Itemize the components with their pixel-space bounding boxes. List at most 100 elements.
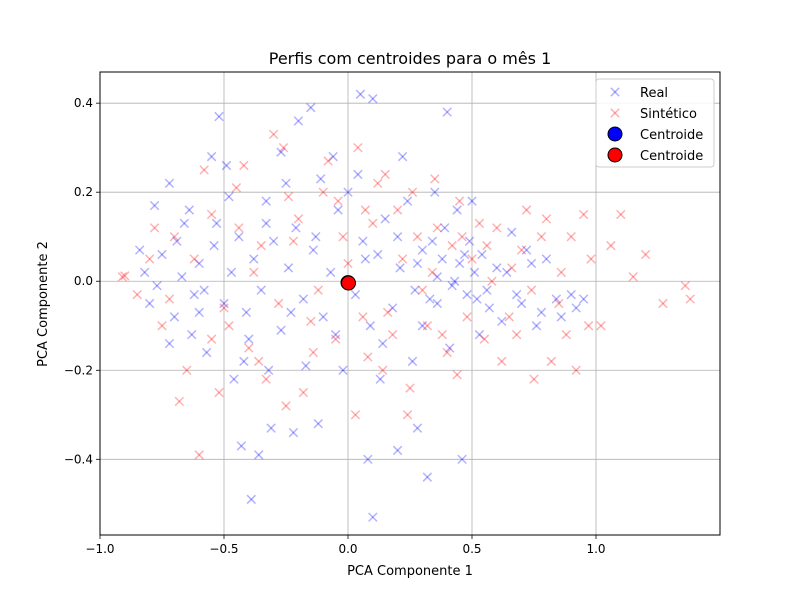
x-marker-stroke — [172, 236, 182, 246]
x-marker-stroke — [583, 321, 594, 331]
real-point — [375, 374, 385, 384]
x-marker-stroke — [231, 183, 242, 193]
real-point — [578, 294, 589, 304]
legend-marker-0 — [610, 87, 620, 97]
sintetico-point — [680, 280, 691, 291]
x-marker-stroke — [283, 263, 294, 273]
x-marker-stroke — [363, 454, 373, 465]
sintetico-point — [452, 370, 462, 380]
x-marker-stroke — [149, 223, 160, 233]
x-marker-stroke — [511, 289, 522, 300]
real-point — [169, 312, 180, 322]
sintetico-point — [333, 196, 343, 206]
real-point — [387, 303, 398, 313]
real-point — [134, 245, 145, 255]
real-point — [454, 258, 465, 269]
sintetico-point — [256, 240, 266, 251]
x-marker-stroke — [273, 298, 284, 309]
x-marker-stroke — [368, 512, 378, 522]
x-marker-stroke — [306, 102, 316, 113]
sintetico-point — [554, 298, 564, 309]
real-point — [333, 205, 343, 215]
x-marker-stroke — [541, 254, 552, 264]
real-point — [368, 93, 378, 104]
sintetico-point — [430, 174, 440, 184]
real-point — [201, 347, 212, 358]
x-marker-stroke — [211, 218, 222, 229]
x-marker-stroke — [392, 205, 403, 215]
x-marker-stroke — [412, 423, 423, 433]
x-marker-stroke — [360, 205, 371, 215]
sintetico-point — [338, 231, 348, 242]
real-point — [484, 303, 495, 313]
x-marker-stroke — [199, 165, 209, 175]
sintetico-point — [343, 258, 353, 269]
x-marker-stroke — [268, 236, 279, 246]
x-marker-stroke — [516, 298, 527, 309]
x-marker-stroke — [516, 298, 527, 309]
sintetico-point — [368, 218, 378, 229]
x-marker-stroke — [685, 294, 695, 304]
x-marker-stroke — [462, 312, 472, 322]
x-marker-stroke — [556, 267, 567, 278]
x-marker-stroke — [261, 196, 271, 206]
real-point — [439, 223, 450, 233]
real-point — [412, 258, 423, 269]
x-marker-stroke — [281, 401, 291, 411]
real-point — [407, 356, 418, 367]
real-point — [516, 298, 527, 309]
x-marker-stroke — [368, 93, 378, 104]
x-marker-stroke — [224, 191, 234, 202]
sintetico-point — [373, 178, 383, 189]
x-marker-stroke — [157, 249, 167, 260]
x-marker-stroke — [373, 178, 383, 189]
x-marker-stroke — [497, 316, 507, 327]
x-marker-stroke — [293, 214, 304, 224]
x-marker-stroke — [363, 352, 373, 362]
real-point — [392, 445, 403, 456]
real-point — [244, 334, 254, 344]
x-marker-stroke — [360, 254, 371, 264]
x-marker-stroke — [261, 218, 271, 229]
sintetico-point — [380, 169, 390, 180]
x-marker-stroke — [219, 298, 229, 309]
x-marker-stroke — [253, 450, 264, 460]
x-marker-stroke — [452, 370, 462, 380]
x-marker-stroke — [554, 298, 564, 309]
real-point — [566, 289, 576, 300]
real-point — [492, 263, 502, 273]
x-marker-stroke — [479, 334, 490, 344]
x-marker-stroke — [405, 383, 415, 393]
x-marker-stroke — [469, 267, 480, 278]
sintetico-point — [224, 321, 234, 331]
x-marker-stroke — [430, 187, 440, 197]
real-point — [531, 321, 542, 331]
x-marker-stroke — [330, 329, 341, 340]
x-marker-stroke — [194, 450, 204, 460]
sintetico-point — [174, 396, 185, 407]
real-point — [211, 218, 222, 229]
sintetico-point — [318, 187, 328, 197]
x-marker-stroke — [380, 169, 390, 180]
x-marker-stroke — [276, 147, 286, 157]
x-marker-stroke — [529, 374, 539, 384]
x-marker-stroke — [561, 329, 571, 340]
x-marker-stroke — [224, 191, 234, 202]
real-point — [187, 329, 197, 340]
x-marker-stroke — [454, 196, 465, 206]
x-marker-stroke — [377, 365, 388, 376]
real-point — [472, 294, 482, 304]
x-marker-stroke — [174, 396, 185, 407]
x-marker-stroke — [164, 338, 175, 349]
x-marker-stroke — [134, 245, 145, 255]
x-marker-stroke — [492, 223, 502, 233]
x-marker-stroke — [380, 214, 390, 224]
x-marker-stroke — [531, 321, 542, 331]
real-point — [452, 205, 462, 215]
x-marker-stroke — [350, 289, 361, 300]
sintetico-point — [244, 343, 254, 353]
x-marker-stroke — [454, 258, 465, 269]
real-point — [301, 361, 311, 371]
x-marker-stroke — [164, 338, 175, 349]
x-marker-stroke — [261, 374, 271, 384]
